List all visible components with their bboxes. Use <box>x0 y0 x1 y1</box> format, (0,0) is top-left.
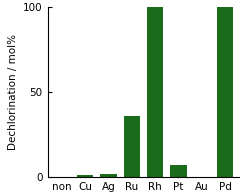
Bar <box>124 116 140 177</box>
Bar <box>100 174 117 177</box>
Y-axis label: Dechlorination / mol%: Dechlorination / mol% <box>8 34 18 150</box>
Bar <box>170 165 187 177</box>
Bar <box>217 7 233 177</box>
Bar <box>77 175 93 177</box>
Bar <box>147 7 163 177</box>
